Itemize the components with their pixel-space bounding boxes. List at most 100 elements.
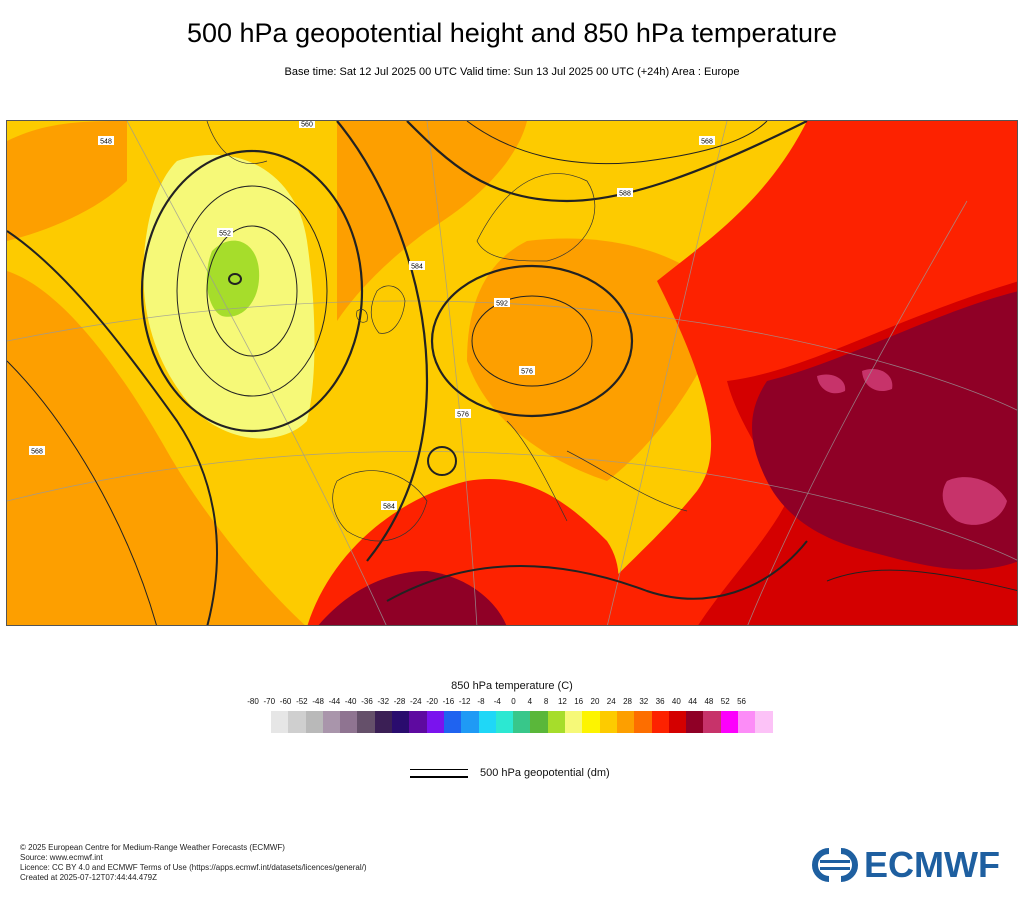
geopotential-thick-line [410, 776, 468, 778]
scale-label: -52 [296, 697, 308, 706]
colorbar-cell [357, 711, 375, 733]
footer-licence: Licence: CC BY 4.0 and ECMWF Terms of Us… [20, 863, 367, 872]
contour-label: 568 [29, 446, 45, 456]
scale-label: -70 [263, 697, 276, 706]
colorbar-cell [426, 711, 444, 733]
scale-label: -32 [377, 697, 390, 706]
colorbar-cell [599, 711, 617, 733]
svg-text:588: 588 [619, 191, 631, 198]
scale-label: -8 [477, 697, 485, 706]
scale-label: 0 [511, 697, 516, 706]
colorbar-cell [374, 711, 393, 733]
colorbar-cell [703, 711, 721, 733]
contour-label: 576 [455, 409, 471, 419]
colorbar-cell [409, 711, 427, 733]
svg-text:552: 552 [219, 231, 231, 238]
temperature-colorbar [271, 711, 773, 733]
footer-copyright: © 2025 European Centre for Medium-Range … [20, 843, 285, 852]
colorbar-cell [513, 711, 531, 733]
footer-source: Source: www.ecmwf.int [20, 853, 103, 862]
colorbar-cell [271, 711, 289, 733]
svg-text:584: 584 [383, 504, 395, 511]
scale-label: 12 [557, 697, 567, 706]
temperature-zone-orange-nw [7, 121, 127, 241]
scale-label: -60 [279, 697, 292, 706]
ecmwf-logo-text: ECMWF [864, 844, 1000, 885]
svg-text:568: 568 [701, 139, 713, 146]
colorbar-cell [530, 711, 548, 733]
colorbar-cell [461, 711, 479, 733]
scale-label: -4 [493, 697, 501, 706]
coastlines [206, 121, 688, 542]
weather-map-canvas: 560 568 576 584 552 548 592 588 584 576 568 [7, 121, 1017, 625]
scale-label: 44 [688, 697, 698, 706]
colorbar-cell [322, 711, 341, 733]
colorbar-cell [755, 711, 773, 733]
contour-label: 588 [617, 188, 633, 198]
contour-label: 576 [519, 366, 535, 376]
scale-label: -12 [458, 697, 471, 706]
weather-map[interactable]: 560 568 576 584 552 548 592 588 584 576 568 [6, 120, 1018, 626]
colorbar-cell [340, 711, 358, 733]
svg-text:576: 576 [521, 369, 533, 376]
copyright-footer: © 2025 European Centre for Medium-Range … [20, 843, 367, 883]
ecmwf-logo[interactable]: ECMWF [812, 844, 1000, 885]
contour-label: 548 [98, 136, 114, 146]
colorbar-cell [668, 711, 687, 733]
contour-label: 552 [217, 228, 233, 238]
map-title: 500 hPa geopotential height and 850 hPa … [186, 18, 837, 48]
scale-label: -24 [410, 697, 422, 706]
scale-label: 24 [606, 697, 616, 706]
map-subtitle: Base time: Sat 12 Jul 2025 00 UTC Valid … [284, 66, 740, 78]
svg-text:576: 576 [457, 412, 469, 419]
scale-label: 48 [704, 697, 714, 706]
scale-label: 36 [655, 697, 665, 706]
scale-label: -20 [426, 697, 438, 706]
temperature-scale-labels: -80 -70 -60 -52 -48 -44 -40 -36 -32 -28 -24 -20 -16-… [0, 697, 1024, 709]
svg-text:584: 584 [411, 264, 423, 271]
geopotential-thin-line [410, 769, 468, 770]
scale-label: 52 [720, 697, 730, 706]
colorbar-cell [478, 711, 496, 733]
contour-label: 560 [299, 121, 315, 129]
geopotential-legend-label: 500 hPa geopotential (dm) [480, 767, 610, 779]
geopotential-contours [7, 121, 1017, 625]
scale-label: -80 [247, 697, 259, 706]
temperature-legend-title: 850 hPa temperature (C) [451, 680, 573, 692]
colorbar-cell [686, 711, 704, 733]
contour-label: 584 [409, 261, 425, 271]
footer-created: Created at 2025-07-12T07:44:44.479Z [20, 873, 157, 882]
scale-label: -40 [344, 697, 357, 706]
scale-label: -44 [328, 697, 341, 706]
colorbar-cell [305, 711, 323, 733]
colorbar-cell [738, 711, 756, 733]
scale-label: 40 [671, 697, 681, 706]
scale-label: -36 [361, 697, 373, 706]
scale-label: 20 [590, 697, 600, 706]
scale-label: -48 [312, 697, 324, 706]
colorbar-cell [616, 711, 635, 733]
colorbar-cell [651, 711, 669, 733]
scale-label: 16 [574, 697, 584, 706]
colorbar-cell [547, 711, 566, 733]
colorbar-cell [720, 711, 739, 733]
colorbar-cell [392, 711, 410, 733]
scale-label: 4 [527, 697, 533, 706]
ecmwf-logo-icon [812, 848, 858, 882]
scale-label: -16 [442, 697, 455, 706]
scale-label: 56 [737, 697, 746, 706]
temperature-zone-orange-north [337, 121, 527, 321]
temperature-zone-green-core [206, 240, 260, 317]
contour-label: 568 [699, 136, 715, 146]
colorbar-cell [288, 711, 306, 733]
contour-label: 584 [381, 501, 397, 511]
colorbar-cell [495, 711, 514, 733]
temperature-zone-orange-west [7, 271, 305, 625]
scale-label: 28 [623, 697, 632, 706]
colorbar-cell [565, 711, 583, 733]
temperature-zone-pink-blob [817, 374, 846, 394]
scale-label: 32 [639, 697, 649, 706]
colorbar-cell [634, 711, 652, 733]
temperature-zone-maroon-africa [318, 571, 507, 625]
colorbar-cell [443, 711, 462, 733]
